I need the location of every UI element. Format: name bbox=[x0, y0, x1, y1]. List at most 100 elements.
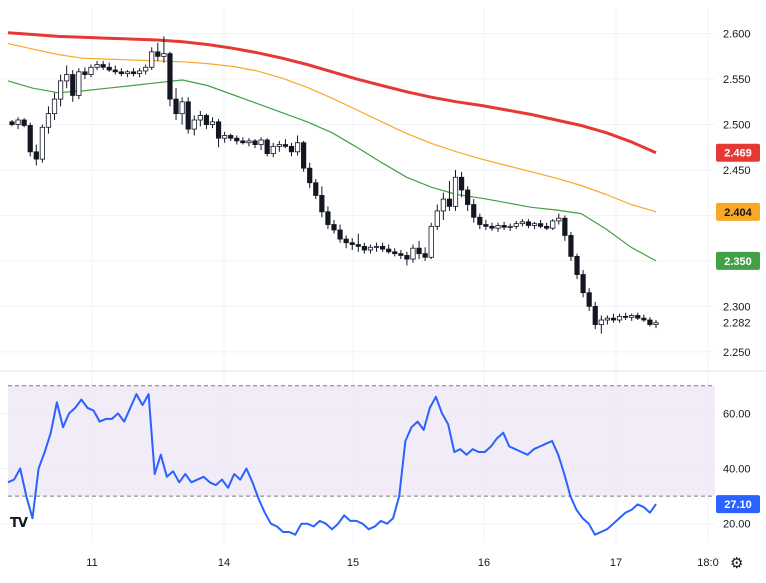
candle-59 bbox=[367, 244, 374, 254]
candle-body bbox=[252, 140, 258, 145]
candle-body bbox=[209, 121, 216, 125]
candle-27 bbox=[173, 88, 179, 120]
candle-38 bbox=[240, 137, 246, 145]
candle-26 bbox=[167, 51, 173, 107]
candle-89 bbox=[550, 219, 556, 230]
candle-8 bbox=[58, 74, 64, 107]
candle-body bbox=[574, 255, 580, 275]
candle-82 bbox=[507, 223, 513, 231]
candle-30 bbox=[191, 115, 197, 136]
candle-body bbox=[191, 119, 197, 130]
candle-44 bbox=[276, 140, 282, 152]
candle-53 bbox=[331, 220, 337, 234]
candle-body bbox=[270, 145, 276, 155]
candle-99 bbox=[610, 313, 617, 323]
candle-20 bbox=[130, 68, 137, 77]
candle-101 bbox=[623, 312, 629, 320]
candle-body bbox=[88, 66, 94, 75]
candle-body bbox=[568, 235, 574, 257]
candle-body bbox=[465, 189, 471, 205]
candle-body bbox=[33, 151, 39, 160]
candle-95 bbox=[586, 288, 592, 311]
candle-76 bbox=[471, 199, 477, 223]
candle-body bbox=[288, 145, 295, 153]
candle-body bbox=[355, 244, 361, 247]
price-badges: 2.469 2.404 2.350 27.10 bbox=[716, 143, 760, 514]
candle-94 bbox=[580, 270, 586, 298]
candle-body bbox=[234, 137, 240, 142]
candle-body bbox=[616, 315, 623, 321]
candle-body bbox=[258, 139, 264, 145]
candle-55 bbox=[343, 235, 349, 249]
candle-29 bbox=[185, 97, 191, 134]
candle-body bbox=[386, 248, 392, 253]
candle-body bbox=[641, 317, 647, 321]
candle-12 bbox=[82, 67, 88, 80]
candle-body bbox=[21, 119, 27, 126]
candle-body bbox=[264, 139, 270, 155]
candle-body bbox=[58, 80, 64, 100]
candle-66 bbox=[410, 244, 416, 263]
candle-14 bbox=[94, 60, 100, 70]
candle-body bbox=[404, 255, 410, 260]
candle-body bbox=[82, 71, 88, 75]
candle-body bbox=[203, 115, 210, 125]
candle-body bbox=[130, 71, 137, 75]
candle-63 bbox=[392, 248, 398, 257]
moving-average-lines bbox=[7, 31, 657, 262]
candle-body bbox=[604, 317, 610, 321]
candle-6 bbox=[45, 106, 52, 134]
candle-body bbox=[373, 245, 380, 248]
candle-body bbox=[222, 135, 228, 139]
candle-body bbox=[495, 225, 501, 229]
candle-body bbox=[398, 253, 404, 256]
candle-body bbox=[197, 115, 203, 121]
candle-body bbox=[434, 210, 440, 227]
candle-body bbox=[367, 246, 374, 251]
price-tick-label: 2.600 bbox=[723, 29, 751, 41]
candle-body bbox=[337, 229, 343, 240]
candle-body bbox=[106, 66, 112, 71]
candle-body bbox=[76, 71, 82, 96]
candle-body bbox=[51, 98, 58, 115]
candle-73 bbox=[452, 170, 459, 211]
candle-65 bbox=[404, 251, 410, 266]
gear-icon[interactable]: ⚙ bbox=[730, 554, 744, 572]
ma-line-2 bbox=[7, 79, 657, 262]
candle-15 bbox=[100, 60, 106, 70]
candle-body bbox=[149, 51, 155, 68]
candle-body bbox=[483, 224, 489, 227]
candle-52 bbox=[325, 206, 331, 230]
candle-42 bbox=[264, 138, 270, 157]
badge-ma-0-box bbox=[716, 143, 760, 162]
candle-11 bbox=[76, 68, 82, 100]
x-tick-label: 14 bbox=[218, 557, 230, 569]
candle-body bbox=[94, 64, 100, 68]
candle-102 bbox=[629, 313, 635, 321]
badge-rsi: 27.10 bbox=[716, 495, 760, 514]
candle-body bbox=[64, 74, 70, 82]
candle-17 bbox=[112, 65, 118, 75]
candle-body bbox=[276, 144, 282, 147]
badge-rsi-box bbox=[716, 495, 760, 514]
candle-body bbox=[70, 74, 76, 96]
candle-body bbox=[471, 204, 477, 218]
candle-28 bbox=[179, 97, 185, 125]
candle-body bbox=[325, 211, 331, 225]
candle-97 bbox=[598, 315, 604, 334]
rsi-band bbox=[8, 385, 715, 497]
candle-96 bbox=[592, 301, 598, 330]
x-tick-label: 18:0 bbox=[697, 557, 718, 569]
candle-79 bbox=[489, 222, 495, 231]
candle-body bbox=[428, 225, 434, 258]
badge-ma-2: 2.350 bbox=[716, 251, 760, 270]
candle-84 bbox=[519, 219, 525, 227]
candle-body bbox=[531, 223, 538, 226]
candle-body bbox=[313, 182, 319, 196]
x-tick-label: 15 bbox=[347, 557, 359, 569]
candle-body bbox=[9, 121, 15, 125]
candle-35 bbox=[222, 131, 228, 143]
candle-25 bbox=[161, 36, 167, 63]
candle-10 bbox=[70, 70, 76, 102]
